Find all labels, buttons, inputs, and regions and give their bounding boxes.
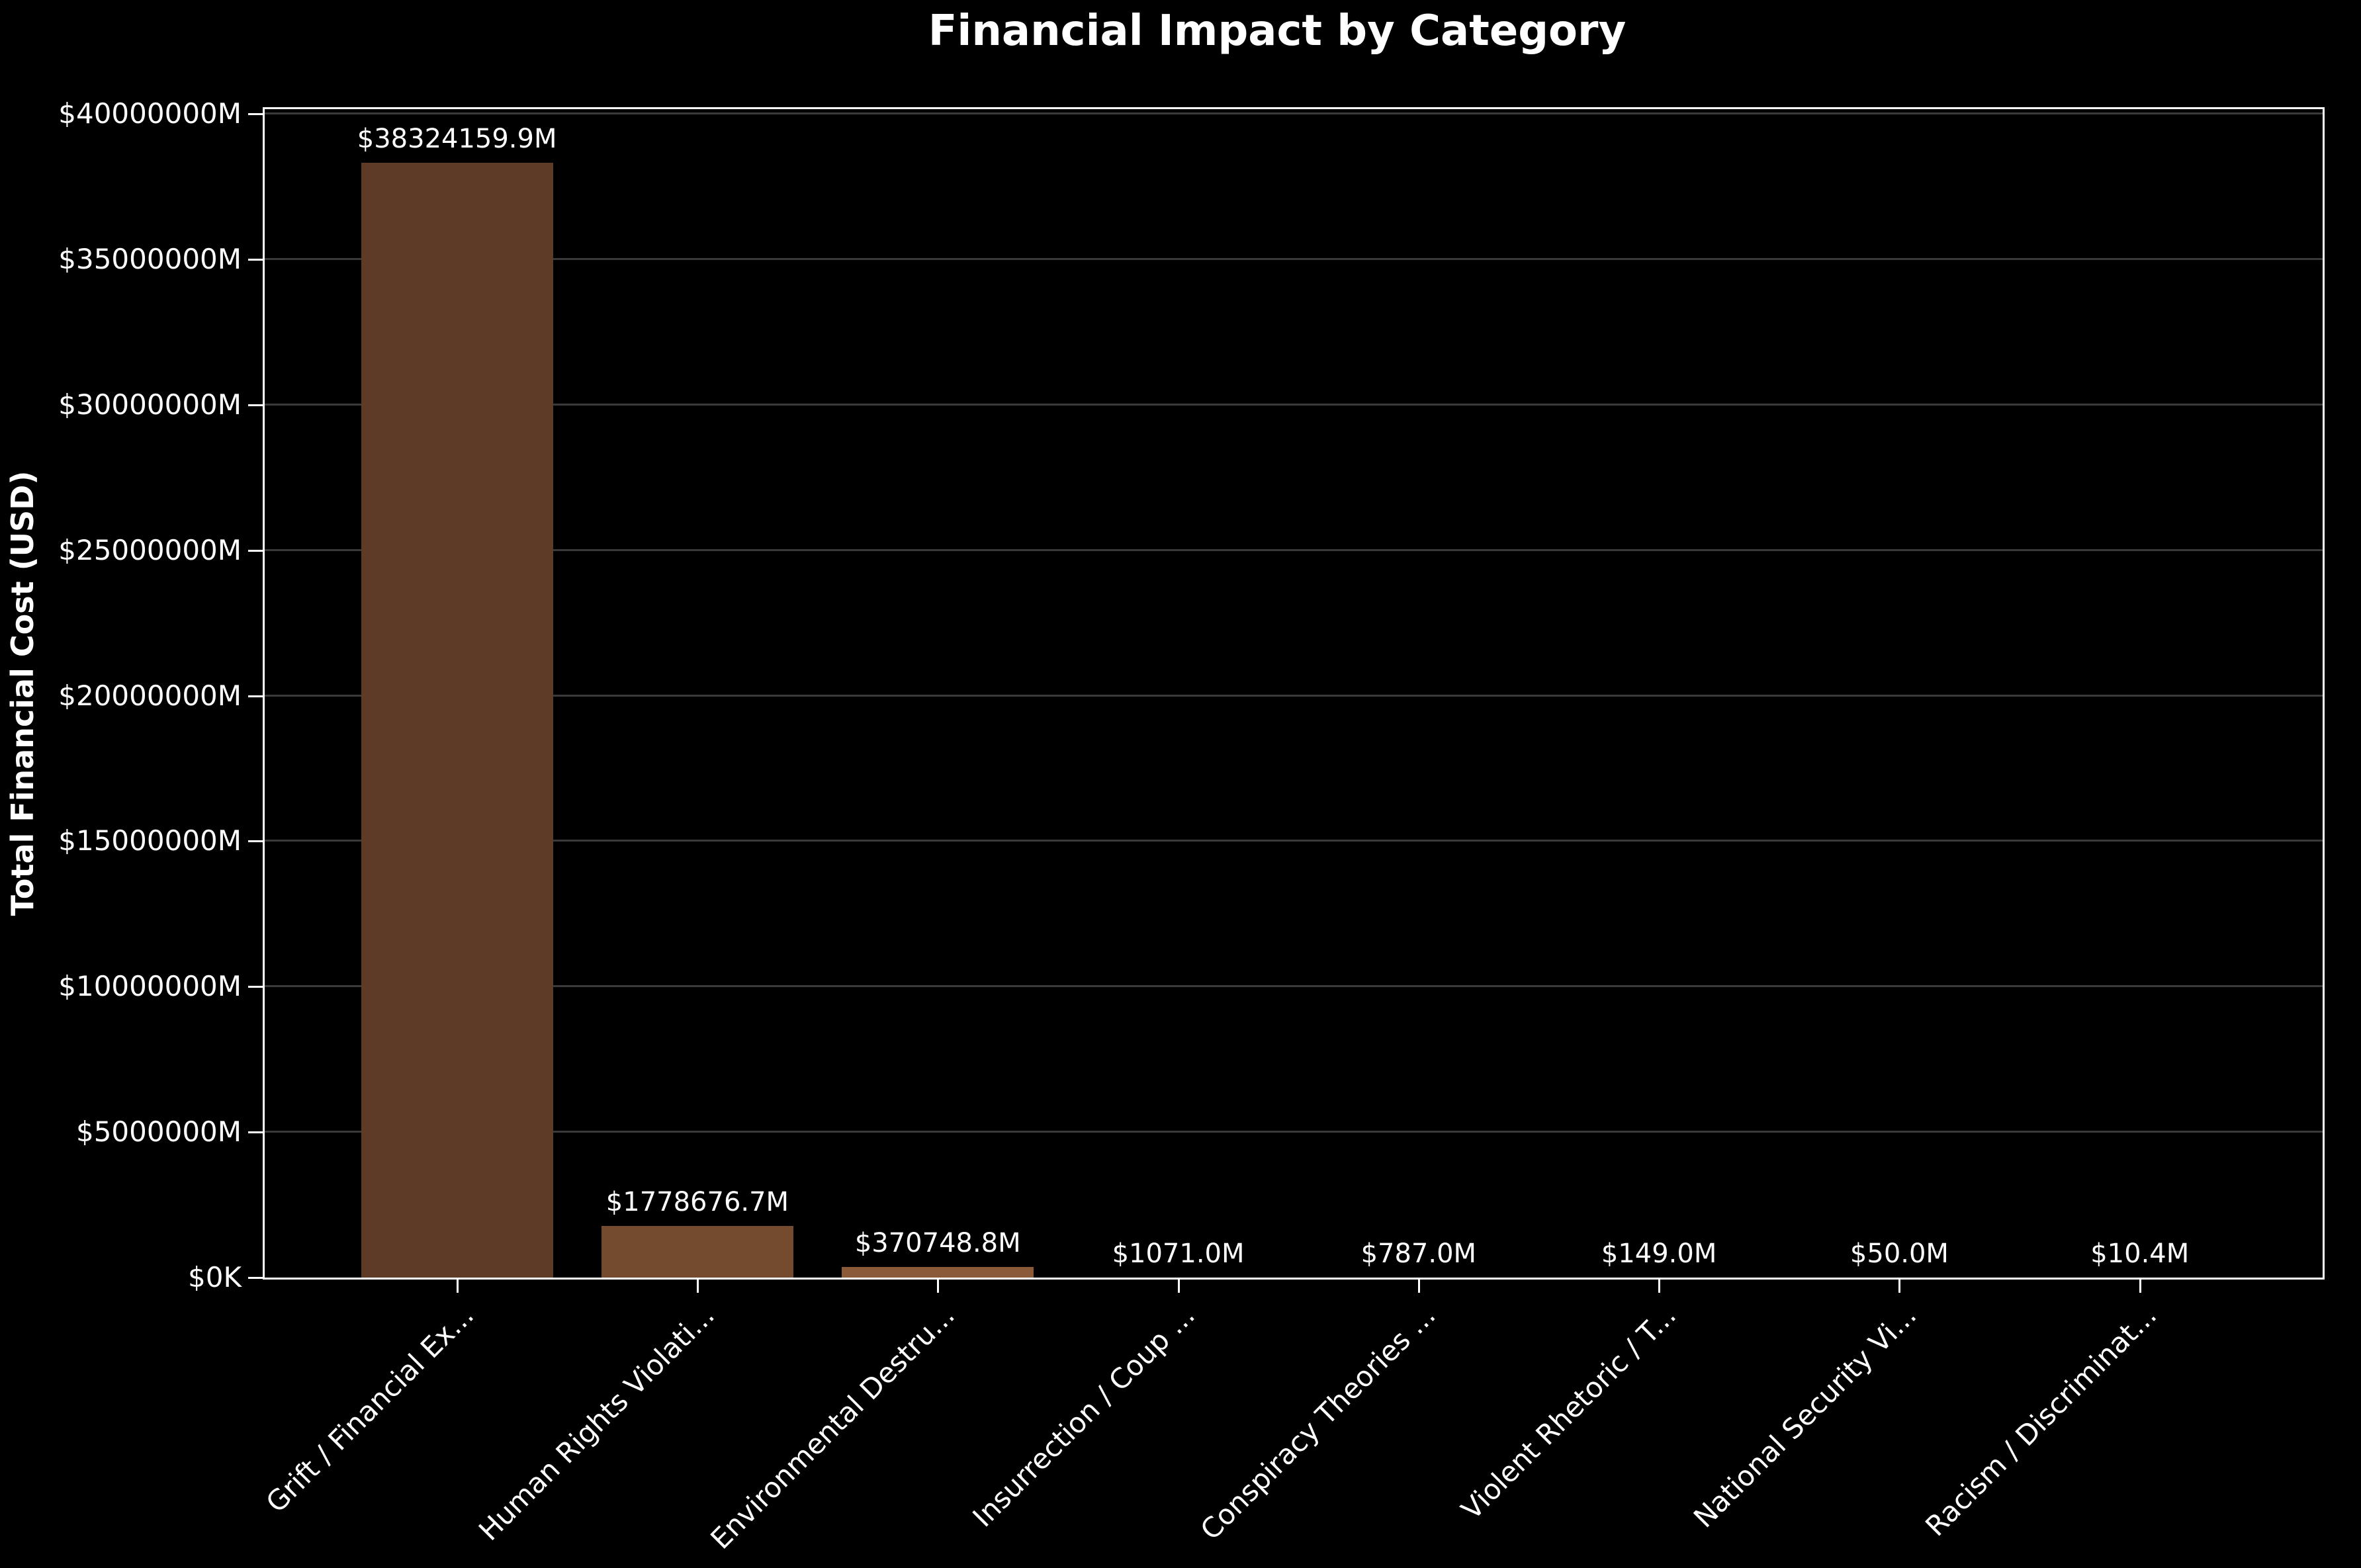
y-tick-mark — [248, 113, 263, 115]
y-tick-label: $10000000M — [58, 970, 242, 1003]
x-tick-label: Grift / Financial Ex... — [259, 1299, 480, 1519]
x-tick-label: Racism / Discriminat... — [1919, 1299, 2163, 1543]
y-tick-mark — [248, 549, 263, 552]
y-tick-mark — [248, 1277, 263, 1279]
y-tick-mark — [248, 840, 263, 843]
bar-value-label: $50.0M — [1849, 1239, 1949, 1269]
bar-value-label: $370748.8M — [854, 1228, 1021, 1258]
x-tick-label: Human Rights Violati... — [472, 1299, 721, 1547]
x-tick-label: Violent Rhetoric / T... — [1454, 1299, 1682, 1526]
gridline — [265, 548, 2323, 551]
gridline — [265, 257, 2323, 260]
x-tick-label: Insurrection / Coup ... — [966, 1299, 1202, 1534]
y-tick-mark — [248, 695, 263, 697]
y-tick-mark — [248, 1131, 263, 1134]
y-tick-label: $5000000M — [75, 1115, 242, 1149]
x-tick-label: Environmental Destru... — [704, 1299, 961, 1555]
y-tick-label: $40000000M — [58, 97, 242, 130]
bar-value-label: $10.4M — [2090, 1239, 2190, 1269]
x-tick-mark — [1898, 1280, 1901, 1293]
gridline — [265, 840, 2323, 842]
bar — [601, 1226, 793, 1278]
y-tick-mark — [248, 258, 263, 261]
gridline — [265, 1131, 2323, 1133]
x-tick-mark — [456, 1280, 459, 1293]
x-tick-mark — [937, 1280, 940, 1293]
gridline — [265, 694, 2323, 697]
x-tick-label: National Security Vi... — [1687, 1299, 1923, 1534]
bar — [842, 1267, 1034, 1278]
bar-value-label: $1071.0M — [1112, 1239, 1245, 1269]
x-tick-mark — [1177, 1280, 1180, 1293]
y-tick-label: $30000000M — [58, 388, 242, 421]
y-tick-label: $15000000M — [58, 824, 242, 857]
bar-value-label: $1778676.7M — [605, 1187, 789, 1217]
x-tick-mark — [1417, 1280, 1420, 1293]
x-tick-mark — [2139, 1280, 2141, 1293]
bar — [361, 163, 553, 1278]
chart-title: Financial Impact by Category — [928, 7, 1626, 56]
y-tick-label: $25000000M — [58, 533, 242, 566]
x-tick-mark — [696, 1280, 699, 1293]
gridline — [265, 403, 2323, 406]
x-tick-mark — [1658, 1280, 1661, 1293]
y-tick-mark — [248, 404, 263, 406]
y-tick-label: $20000000M — [58, 679, 242, 712]
y-tick-label: $0K — [188, 1261, 242, 1293]
gridline — [265, 112, 2323, 114]
x-tick-label: Conspiracy Theories ... — [1194, 1299, 1442, 1547]
y-tick-mark — [248, 986, 263, 988]
plot-area — [263, 107, 2325, 1280]
bar-value-label: $38324159.9M — [357, 124, 557, 154]
gridline — [265, 985, 2323, 988]
bar-value-label: $787.0M — [1360, 1239, 1477, 1269]
y-tick-label: $35000000M — [58, 242, 242, 275]
bar-value-label: $149.0M — [1601, 1239, 1717, 1269]
